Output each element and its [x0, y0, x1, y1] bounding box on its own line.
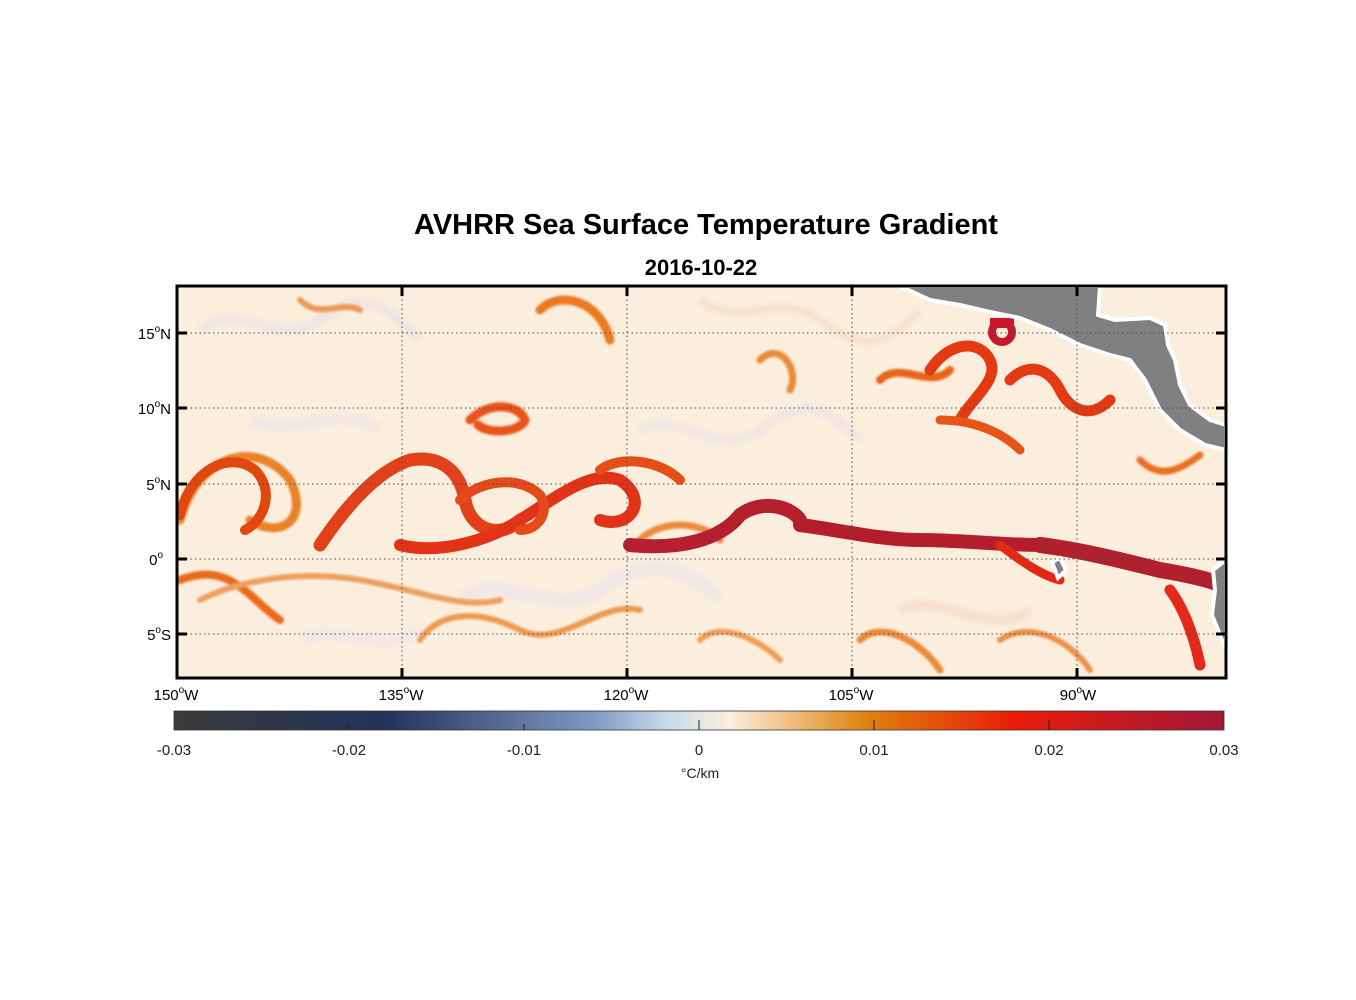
- lat-label-0: 0o: [149, 550, 163, 569]
- ocean-background: [177, 286, 1226, 678]
- lon-label-135w: 135oW: [379, 685, 425, 704]
- land: [899, 286, 1226, 651]
- colorbar-tick-label: -0.01: [507, 742, 541, 759]
- longitude-labels: 150oW 135oW 120oW 105oW 90oW: [154, 685, 1097, 704]
- colorbar-tick-label: 0: [695, 742, 703, 759]
- colorbar-tick-label: -0.02: [332, 742, 366, 759]
- colorbar-tick-label: 0.01: [859, 742, 888, 759]
- map-title: AVHRR Sea Surface Temperature Gradient: [414, 209, 998, 241]
- map-subtitle: 2016-10-22: [645, 255, 758, 280]
- land-central-america: [899, 286, 1226, 453]
- map-frame: [175, 284, 1228, 680]
- colorbar-unit-label: °C/km: [681, 765, 719, 781]
- colorbar-tick-label: 0.02: [1034, 742, 1063, 759]
- colorbar-ticks: [348, 720, 1050, 730]
- lat-label-10n: 10oN: [138, 399, 171, 418]
- lat-label-15n: 15oN: [138, 324, 171, 343]
- graticule: [177, 286, 1226, 678]
- strong-gradient-fronts: [177, 340, 1226, 671]
- lon-label-105w: 105oW: [829, 685, 875, 704]
- lat-label-5n: 5oN: [146, 475, 171, 494]
- axis-ticks: [177, 286, 1226, 678]
- front-hotspot-15n: [990, 318, 1014, 328]
- land-galapagos: [1049, 555, 1069, 582]
- colorbar-tick-label: 0.03: [1209, 742, 1238, 759]
- land-south-america: [1209, 557, 1226, 651]
- sst-gradient-field: [177, 286, 1226, 678]
- colorbar-tick-label: -0.03: [157, 742, 191, 759]
- latitude-labels: 15oN 10oN 5oN 0o 5oS: [138, 324, 171, 644]
- lat-label-5s: 5oS: [147, 625, 171, 644]
- lon-label-90w: 90oW: [1060, 685, 1097, 704]
- lon-label-150w: 150oW: [154, 685, 200, 704]
- colorbar: -0.03 -0.02 -0.01 0 0.01 0.02 0.03 °C/km: [157, 710, 1239, 781]
- lon-label-120w: 120oW: [604, 685, 650, 704]
- weak-gradient-texture: [197, 296, 1033, 648]
- colorbar-tick-labels: -0.03 -0.02 -0.01 0 0.01 0.02 0.03: [157, 742, 1239, 759]
